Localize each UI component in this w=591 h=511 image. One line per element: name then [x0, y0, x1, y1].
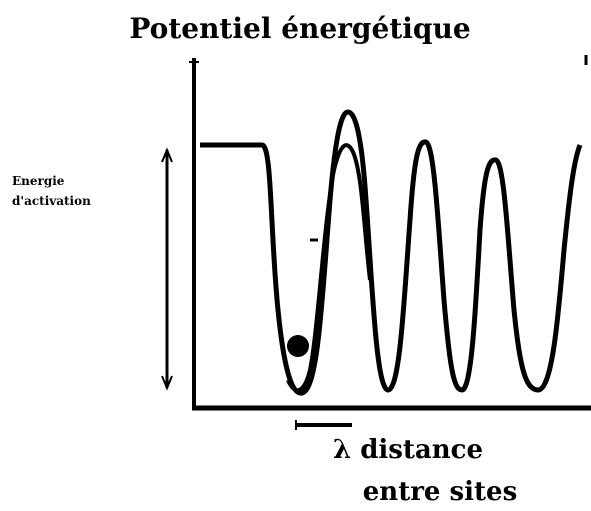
shifted-potential-curve [286, 143, 372, 393]
activation-energy-label-line2: d'activation [12, 194, 91, 208]
x-caption-line2: entre sites [363, 477, 517, 507]
activation-energy-arrow [161, 147, 173, 391]
particle-dot [287, 335, 309, 357]
x-caption-line1: λ distance [333, 435, 483, 465]
potential-curve [200, 109, 583, 396]
activation-energy-label-line1: Energie [12, 174, 65, 188]
diagram-title: Potentiel énergétique [129, 12, 470, 45]
